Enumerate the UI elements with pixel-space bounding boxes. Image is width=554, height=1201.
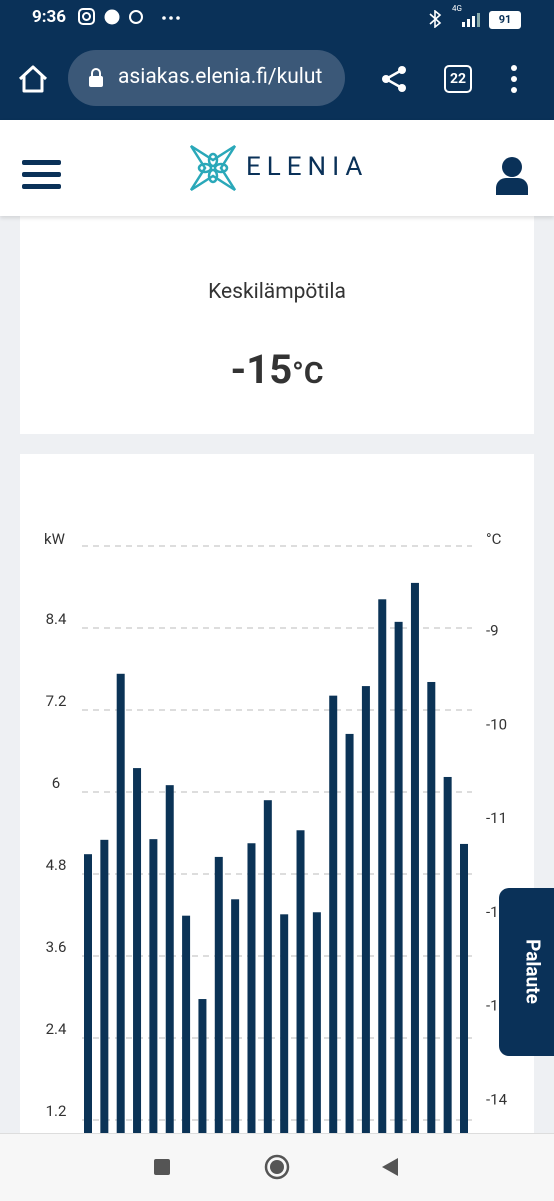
battery: 91 [489, 11, 521, 29]
bar [84, 854, 92, 1133]
bar [280, 914, 289, 1133]
navigation-bar [0, 1133, 554, 1201]
y-tick-label: 3.6 [46, 938, 67, 956]
status-bar: 9:36 4G 91 [0, 0, 554, 36]
time: 9:36 [32, 7, 67, 27]
bar [133, 768, 142, 1133]
y-axis-label: kW [44, 530, 65, 548]
notification-icons [78, 8, 180, 25]
chart: kW °C 1.22.43.64.867.28.4-9-10-11-12-13-… [44, 530, 508, 1133]
home-nav-dot [270, 1160, 284, 1174]
tab-count[interactable]: 22 [444, 65, 472, 93]
y-tick-label: 8.4 [46, 610, 67, 628]
browser-bar: asiakas.elenia.fi/kulut 22 [0, 36, 554, 120]
summary-label: Keskilämpötila [208, 280, 346, 304]
bar [165, 785, 174, 1133]
feedback-label: Palaute [521, 939, 545, 1004]
bar [460, 843, 468, 1133]
y2-tick-label: -10 [486, 715, 507, 733]
y2-tick-label: -14 [486, 1090, 508, 1108]
bar [361, 686, 370, 1133]
signal-icon [462, 13, 480, 27]
bar [100, 839, 109, 1133]
logo-text: ELENIA [246, 152, 369, 182]
share-button[interactable] [380, 64, 410, 94]
bar [198, 999, 207, 1133]
bar [312, 912, 321, 1133]
bar [182, 915, 191, 1133]
address-bar[interactable]: asiakas.elenia.fi/kulut [68, 50, 345, 106]
back-button[interactable] [382, 1158, 398, 1176]
bar [263, 800, 272, 1133]
recents-button[interactable] [154, 1159, 170, 1175]
bar [116, 673, 125, 1133]
y2-tick-label: -11 [486, 809, 507, 827]
logo-icon [189, 144, 237, 192]
y-tick-label: 7.2 [46, 692, 67, 710]
bar [247, 843, 256, 1133]
y-tick-label: 1.2 [46, 1102, 67, 1120]
network-type: 4G [452, 4, 462, 13]
site-header: ELENIA [0, 120, 554, 216]
home-nav-button[interactable] [264, 1154, 290, 1180]
nav-buttons [154, 1154, 398, 1180]
bar [345, 733, 354, 1133]
feedback-button[interactable]: Palaute [499, 888, 554, 1056]
bar [149, 839, 158, 1133]
y-tick-label: 4.8 [46, 856, 67, 874]
lock-icon [89, 68, 103, 87]
y-tick-label: 6 [52, 774, 60, 792]
menu-button[interactable] [506, 64, 522, 94]
bar [394, 621, 403, 1133]
bar [410, 582, 419, 1133]
bar [296, 830, 305, 1133]
hamburger-menu[interactable] [22, 158, 62, 192]
bar [378, 599, 387, 1133]
home-button[interactable] [16, 62, 50, 96]
account-button[interactable] [494, 156, 530, 196]
summary-card: Keskilämpötila -15°C [20, 216, 534, 434]
bar [443, 776, 452, 1133]
bar [427, 681, 436, 1133]
url: asiakas.elenia.fi/kulut [118, 65, 323, 89]
bar [231, 899, 240, 1133]
bluetooth-icon [429, 10, 442, 28]
summary-reading: -15°C [20, 346, 534, 393]
bar [214, 856, 223, 1133]
y2-tick-label: -9 [486, 622, 499, 640]
y2-axis-label: °C [486, 530, 502, 548]
summary-value: -15 [230, 346, 293, 393]
y-tick-label: 2.4 [46, 1020, 67, 1038]
summary-unit: °C [292, 356, 324, 391]
bar [329, 695, 338, 1133]
